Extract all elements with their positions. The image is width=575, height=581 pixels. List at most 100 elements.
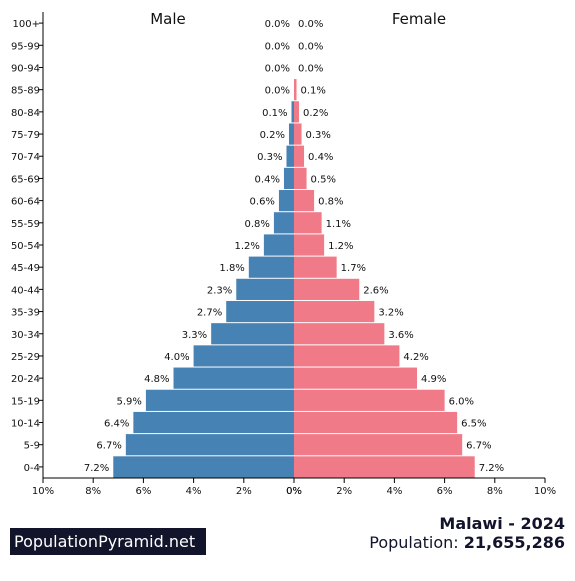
age-group-label-85-89: 85-89 (11, 86, 40, 97)
male-bar-30-34 (211, 323, 294, 345)
female-value-label-75-79: 0.3% (306, 130, 331, 141)
age-group-label-40-44: 40-44 (11, 285, 40, 296)
age-group-label-25-29: 25-29 (11, 352, 40, 363)
male-bar-50-54 (263, 234, 294, 256)
female-bar-10-14 (294, 411, 458, 434)
age-group-label-50-54: 50-54 (11, 241, 40, 252)
male-value-label-5-9: 6.7% (96, 441, 121, 452)
female-bar-40-44 (294, 278, 360, 300)
male-value-label-90-94: 0.0% (265, 63, 290, 74)
female-value-label-70-74: 0.4% (308, 152, 333, 163)
female-bar-35-39 (294, 300, 375, 323)
male-value-label-15-19: 5.9% (117, 396, 142, 407)
age-group-label-70-74: 70-74 (11, 152, 40, 163)
age-group-label-55-59: 55-59 (11, 219, 40, 230)
female-value-label-55-59: 1.1% (326, 219, 351, 230)
age-group-label-5-9: 5-9 (24, 441, 40, 452)
x-tick-label-left: 10% (32, 486, 54, 497)
male-bar-35-39 (226, 300, 294, 323)
male-series-label: Male (150, 10, 186, 28)
x-tick-label-left: 8% (85, 486, 101, 497)
female-value-label-85-89: 0.1% (301, 86, 326, 97)
female-value-label-25-29: 4.2% (403, 352, 428, 363)
male-value-label-50-54: 1.2% (234, 241, 259, 252)
male-value-label-20-24: 4.8% (144, 374, 169, 385)
population-label: Population: (369, 533, 459, 552)
female-bar-55-59 (294, 212, 322, 234)
male-value-label-0-4: 7.2% (84, 463, 109, 474)
age-group-label-30-34: 30-34 (11, 330, 40, 341)
male-bar-70-74 (286, 145, 294, 167)
age-group-label-100+: 100+ (13, 19, 40, 30)
population-total: Population: 21,655,286 (369, 533, 565, 552)
age-group-label-60-64: 60-64 (11, 197, 40, 208)
female-value-label-35-39: 3.2% (378, 308, 403, 319)
male-bar-65-69 (283, 167, 294, 190)
female-bar-75-79 (294, 123, 302, 145)
male-value-label-25-29: 4.0% (164, 352, 189, 363)
male-value-label-40-44: 2.3% (207, 285, 232, 296)
age-group-label-35-39: 35-39 (11, 308, 40, 319)
male-bar-60-64 (278, 190, 294, 212)
x-tick-label-right: 8% (487, 486, 503, 497)
female-value-label-5-9: 6.7% (466, 441, 491, 452)
male-bar-15-19 (145, 389, 294, 411)
age-group-label-95-99: 95-99 (11, 41, 40, 52)
female-bar-15-19 (294, 389, 445, 411)
brand-logo[interactable]: PopulationPyramid.net (10, 528, 206, 555)
female-bar-85-89 (294, 79, 297, 101)
female-value-label-100+: 0.0% (298, 19, 323, 30)
x-tick-label-left: 0% (286, 486, 302, 497)
age-group-label-10-14: 10-14 (11, 419, 40, 430)
female-bar-65-69 (294, 167, 307, 190)
female-bar-25-29 (294, 345, 400, 367)
female-value-label-80-84: 0.2% (303, 108, 328, 119)
age-group-label-90-94: 90-94 (11, 63, 40, 74)
male-value-label-65-69: 0.4% (255, 174, 280, 185)
male-bar-25-29 (193, 345, 294, 367)
x-tick-label-right: 0% (286, 486, 302, 497)
male-bar-45-49 (248, 256, 294, 278)
female-bars (294, 79, 475, 478)
female-value-label-95-99: 0.0% (298, 41, 323, 52)
female-value-label-40-44: 2.6% (363, 285, 388, 296)
female-value-label-50-54: 1.2% (328, 241, 353, 252)
male-bar-5-9 (125, 434, 294, 456)
female-bar-0-4 (294, 456, 475, 478)
x-tick-label-right: 10% (534, 486, 556, 497)
x-tick-label-right: 4% (386, 486, 402, 497)
age-group-label-0-4: 0-4 (24, 463, 40, 474)
female-value-label-90-94: 0.0% (298, 63, 323, 74)
value-labels: 0.0% 0.0% 0.0% 0.0% 0.0% 0.0% 0.0% 0.1% 0.1% 0.2%… (84, 19, 504, 474)
female-value-label-15-19: 6.0% (449, 396, 474, 407)
male-bar-40-44 (236, 278, 294, 300)
age-group-label-80-84: 80-84 (11, 108, 40, 119)
female-bar-80-84 (294, 101, 300, 123)
population-pyramid-chart: 0.0% 0.0% 0.0% 0.0% 0.0% 0.0% 0.0% 0.1% 0.1% 0.2%… (11, 10, 556, 497)
female-value-label-10-14: 6.5% (461, 419, 486, 430)
male-value-label-35-39: 2.7% (197, 308, 222, 319)
x-tick-label-left: 6% (135, 486, 151, 497)
age-group-label-65-69: 65-69 (11, 174, 40, 185)
female-value-label-20-24: 4.9% (421, 374, 446, 385)
y-axis: 100+ 95-99 90-94 85-89 80-84 75-79 70-74 65-69 6… (11, 12, 44, 478)
male-bars (113, 101, 294, 478)
age-group-label-15-19: 15-19 (11, 396, 40, 407)
female-value-label-65-69: 0.5% (311, 174, 336, 185)
male-bar-55-59 (273, 212, 294, 234)
age-group-label-20-24: 20-24 (11, 374, 40, 385)
female-bar-70-74 (294, 145, 305, 167)
female-bar-50-54 (294, 234, 325, 256)
x-axis: 10% 8% 6% 4% 2% 0%0% 2% 4% 6% 8% 10% (32, 477, 556, 497)
female-value-label-45-49: 1.7% (341, 263, 366, 274)
female-series-label: Female (392, 10, 446, 28)
female-value-label-30-34: 3.6% (388, 330, 413, 341)
female-bar-5-9 (294, 434, 463, 456)
male-bar-80-84 (291, 101, 294, 123)
male-value-label-95-99: 0.0% (265, 41, 290, 52)
male-value-label-45-49: 1.8% (219, 263, 244, 274)
male-bar-20-24 (173, 367, 294, 389)
x-tick-label-left: 4% (186, 486, 202, 497)
age-group-label-75-79: 75-79 (11, 130, 40, 141)
population-value: 21,655,286 (463, 533, 565, 552)
